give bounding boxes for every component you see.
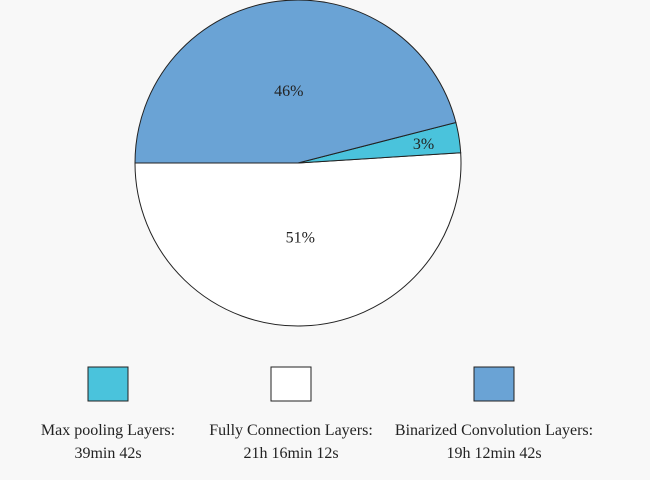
legend-time-1: 21h 16min 12s (243, 445, 338, 462)
legend-item-2: Binarized Convolution Layers: 19h 12min 4… (395, 366, 593, 462)
pie-slice-2 (134, 0, 457, 164)
legend-swatch-2 (473, 366, 515, 402)
legend-time-2: 19h 12min 42s (446, 445, 541, 462)
pie-slice-labels: 51% 3% 46% (274, 83, 434, 246)
legend-item-0: Max pooling Layers: 39min 42s (41, 366, 175, 462)
slice-label-0: 3% (413, 136, 434, 153)
legend-swatch-0 (87, 366, 129, 402)
legend: Max pooling Layers: 39min 42s Fully Connec… (41, 366, 593, 462)
slice-label-2: 46% (274, 83, 303, 100)
pie-slice-1 (134, 152, 462, 327)
legend-label-0: Max pooling Layers: (41, 422, 175, 439)
pie-slices (134, 0, 462, 327)
legend-swatch-1 (270, 366, 312, 402)
legend-label-1: Fully Connection Layers: (209, 422, 373, 439)
legend-time-0: 39min 42s (74, 445, 141, 462)
legend-item-1: Fully Connection Layers: 21h 16min 12s (209, 366, 373, 462)
slice-label-1: 51% (286, 229, 315, 246)
legend-label-2: Binarized Convolution Layers: (395, 422, 593, 439)
